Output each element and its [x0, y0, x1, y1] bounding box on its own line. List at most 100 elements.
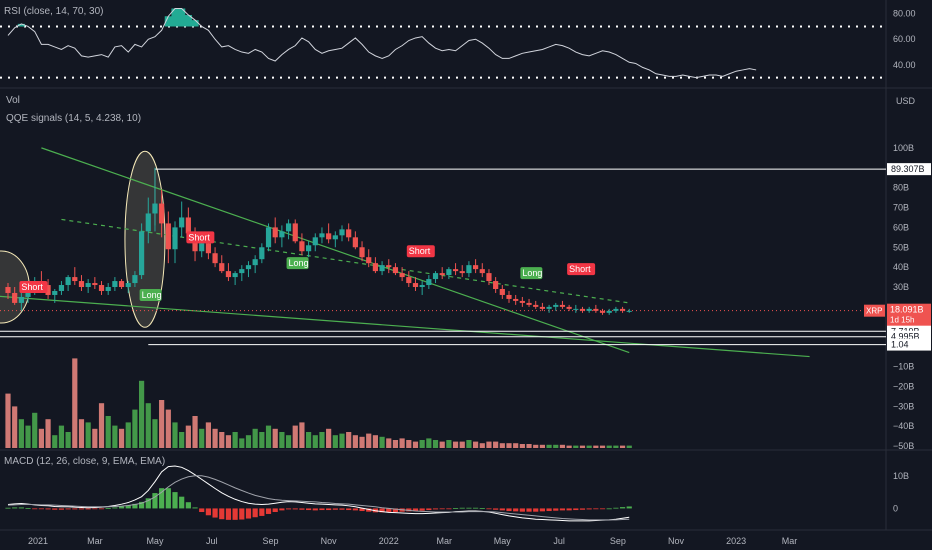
candle-body	[599, 310, 606, 313]
macd-histogram-bar	[566, 508, 572, 511]
upper-trendline	[41, 147, 630, 354]
macd-histogram-bar	[392, 508, 399, 513]
candle-body	[493, 281, 499, 289]
candle-body	[225, 271, 232, 278]
macd-line	[7, 465, 630, 522]
macd-histogram-bar	[573, 508, 579, 511]
candle-body	[205, 243, 211, 254]
symbol-label: XRP	[866, 307, 882, 316]
macd-title: MACD (12, 26, close, 9, EMA, EMA)	[4, 456, 165, 467]
time-tick-label: Mar	[782, 536, 798, 546]
signal-line	[7, 475, 630, 521]
volume-bar	[559, 444, 566, 448]
candle-body	[132, 275, 138, 284]
time-tick-label: May	[146, 536, 164, 546]
volume-bar	[359, 436, 365, 448]
candle-body	[299, 241, 305, 252]
volume-bar	[553, 444, 559, 448]
volume-bar	[446, 440, 452, 448]
macd-histogram-bar	[132, 503, 138, 509]
volume-bar	[312, 435, 318, 448]
macd-histogram-bar	[5, 507, 11, 509]
volume-bar	[152, 419, 158, 448]
rsi-overbought-fill	[17, 8, 199, 27]
macd-histogram-bar	[78, 508, 85, 510]
rsi-tick-label: 60.00	[893, 34, 916, 44]
volume-bar	[599, 445, 606, 448]
macd-histogram-bar	[332, 508, 338, 510]
volume-bar	[479, 443, 485, 448]
macd-histogram-bar	[606, 508, 612, 510]
candle-body	[78, 281, 85, 288]
short-signal-tag	[567, 263, 596, 276]
short-signal-tag	[406, 245, 435, 258]
candle-body	[92, 283, 98, 286]
volume-bar	[112, 425, 118, 448]
price-tick-label: 40B	[893, 262, 909, 272]
time-tick-label: Sep	[263, 536, 279, 546]
candle-body	[432, 273, 439, 280]
volume-bar	[272, 428, 278, 448]
candle-body	[439, 273, 445, 276]
grid	[0, 0, 932, 531]
signal-label: Short	[409, 246, 431, 256]
candle-body	[419, 285, 425, 288]
macd-tick-label: 10B	[893, 471, 909, 481]
volume-legend: Vol	[6, 95, 20, 106]
time-tick-label: 2022	[379, 536, 399, 546]
volume-bar	[245, 435, 252, 448]
time-tick-label: Nov	[668, 536, 685, 546]
candle-body	[252, 259, 258, 266]
macd-histogram-bar	[52, 508, 58, 510]
candle-body	[573, 308, 579, 310]
candle-body	[366, 257, 372, 264]
candle-body	[586, 308, 592, 311]
candle-body	[519, 300, 525, 303]
macd-histogram-bar	[513, 508, 519, 512]
candle-body	[553, 304, 559, 307]
volume-bar	[225, 435, 232, 448]
macd-histogram-bar	[139, 501, 145, 509]
time-tick-label: May	[494, 536, 512, 546]
rsi-line	[7, 8, 757, 79]
volume-bar	[98, 403, 105, 448]
time-tick-label: Jul	[553, 536, 565, 546]
candle-body	[259, 247, 265, 260]
macd-histogram-bar	[432, 508, 439, 510]
volume-bar	[613, 445, 619, 448]
candle-body	[459, 271, 465, 274]
macd-histogram-bar	[192, 507, 198, 509]
volume-bar	[539, 444, 545, 448]
candle-body	[579, 308, 586, 311]
macd-histogram-bar	[232, 508, 238, 520]
lower-trendline	[0, 295, 810, 358]
volume-bar	[626, 445, 632, 448]
volume-bar	[132, 409, 138, 448]
volume-bar	[439, 441, 445, 448]
time-axis[interactable]: 2021 Mar May Jul Sep Nov 2022 Mar May Jul Sep Nov 20…	[28, 536, 797, 546]
candle-body	[372, 263, 378, 272]
macd-histogram-bar	[499, 508, 505, 511]
volume-bar	[52, 435, 58, 448]
volume-bar	[78, 419, 85, 448]
volume-bar	[619, 445, 626, 448]
macd-histogram-bar	[32, 508, 38, 510]
macd-panel[interactable]: MACD (12, 26, close, 9, EMA, EMA) 10B 0	[4, 456, 909, 522]
candle-body	[606, 310, 612, 313]
price-axis[interactable]: 100B 80B 70B 60B 50B 40B 30B −10B −20B −30B −40B −5…	[893, 143, 914, 451]
price-panel[interactable]: Vol QQE signals (14, 5, 4.238, 10) USD 8…	[0, 95, 931, 448]
candle-body	[559, 304, 566, 307]
macd-histogram-bar	[279, 508, 285, 511]
trendlines[interactable]	[0, 147, 810, 358]
volume-bar	[499, 443, 505, 448]
signal-label: Short	[569, 264, 591, 274]
macd-histogram-bar	[152, 493, 158, 509]
volume-bar	[366, 433, 372, 448]
candle-body	[212, 253, 218, 264]
rsi-panel[interactable]: RSI (close, 14, 70, 30) 80.00 60.00 40.00	[0, 6, 916, 79]
macd-histogram-bar	[25, 508, 31, 509]
candle-body	[546, 306, 552, 309]
